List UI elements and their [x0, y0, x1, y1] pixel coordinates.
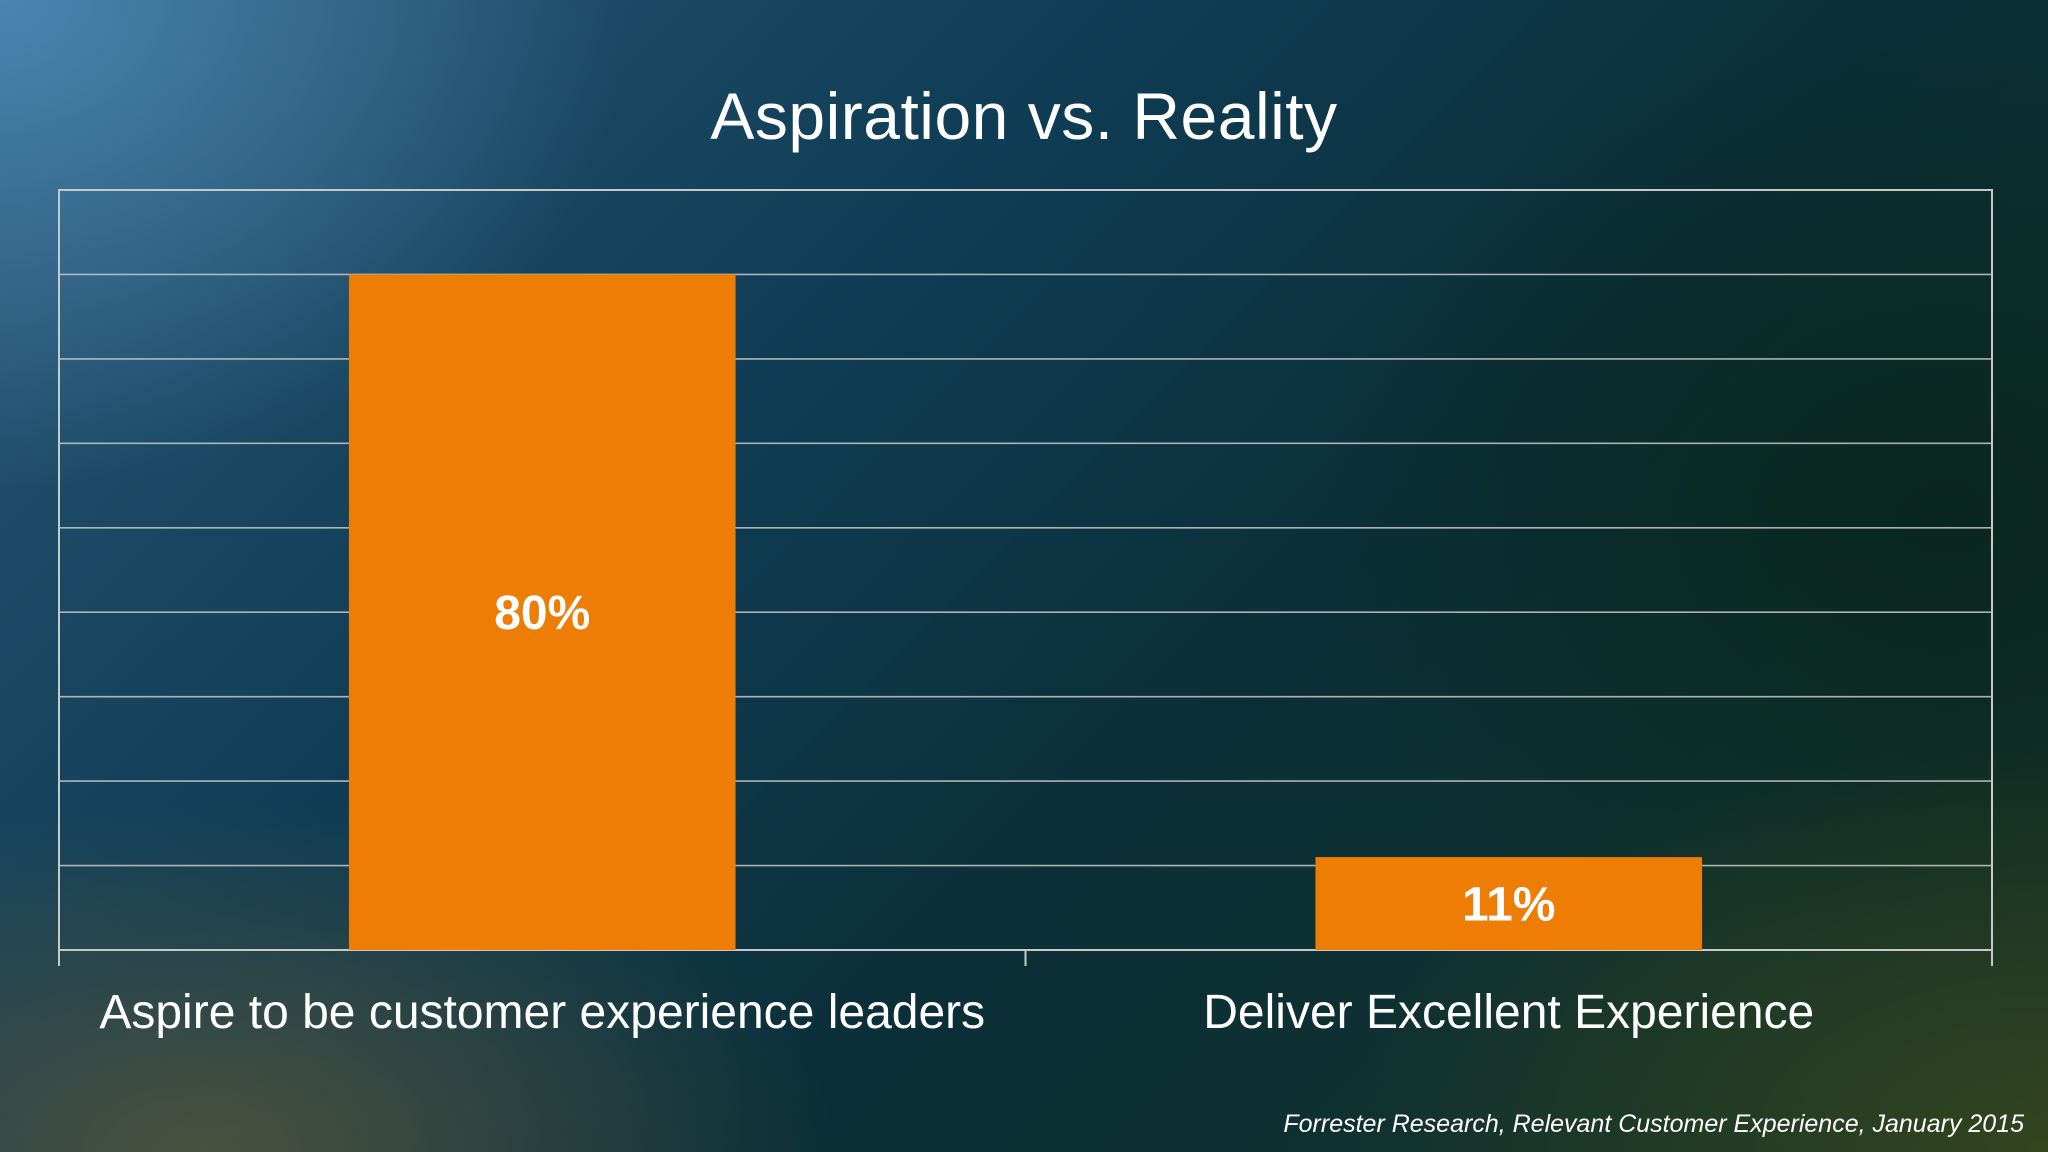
source-citation: Forrester Research, Relevant Customer Ex…: [1283, 1110, 2024, 1138]
chart-title: Aspiration vs. Reality: [710, 79, 1338, 153]
data-label-1: 11%: [1462, 879, 1555, 932]
x-tick-label-aspire: Aspire to be customer experience leaders: [99, 986, 986, 1039]
bar-1: [1315, 857, 1703, 950]
data-labels: 80% 11%: [494, 587, 1555, 931]
x-tick-label-deliver: Deliver Excellent Experience: [1203, 986, 1815, 1039]
data-label-0: 80%: [494, 587, 590, 640]
bars: [348, 274, 1703, 950]
axes: [58, 950, 1993, 966]
bar-0: [348, 274, 736, 950]
